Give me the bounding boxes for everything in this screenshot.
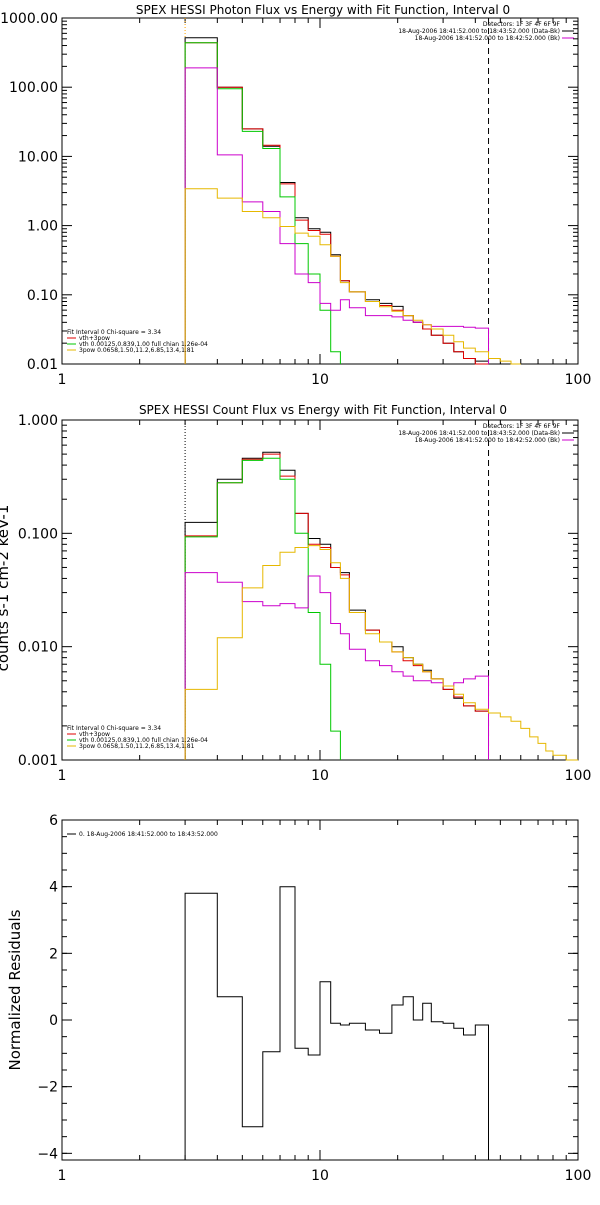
x-tick-label: 10 xyxy=(311,1168,329,1184)
y-tick-label: 0.010 xyxy=(18,640,58,656)
series-line xyxy=(184,457,341,760)
plot-group: 1 10 100 1000.00 100.00 10.00 1.00 0.10 0.01 Dete… xyxy=(0,11,591,388)
legend-entry: vth+3pow xyxy=(79,335,110,342)
x-tick-label: 1 xyxy=(58,1168,67,1184)
legend-entry: 18-Aug-2006 18:41:52.000 to 18:43:52.000… xyxy=(398,430,560,437)
legend-entry: 18-Aug-2006 18:41:52.000 to 18:42:52.000… xyxy=(415,35,560,42)
legend-entry: 3pow 0.0658,1.50,11.2,6.85,13.4,1.81 xyxy=(79,347,195,354)
series-line xyxy=(184,572,489,760)
y-tick-label: 0.001 xyxy=(18,753,58,769)
legend-entry: 18-Aug-2006 18:41:52.000 to 18:42:52.000… xyxy=(415,437,560,444)
x-tick-label: 1 xyxy=(58,372,67,388)
y-tick-label: 100.00 xyxy=(9,80,58,96)
series-line xyxy=(184,42,341,364)
legend-entry: 18-Aug-2006 18:41:52.000 to 18:43:52.000… xyxy=(398,28,560,35)
chart-title: SPEX HESSI Count Flux vs Energy with Fit… xyxy=(139,403,507,417)
y-tick-label: 4 xyxy=(49,880,58,896)
residuals-chart: Normalized Residuals 1 10 100 6 4 2 0 −2 −4 0. 18… xyxy=(6,813,591,1184)
series-line xyxy=(184,67,489,364)
y-tick-label: 0.100 xyxy=(18,526,58,542)
series-line xyxy=(184,37,489,364)
x-tick-label: 100 xyxy=(565,768,592,784)
legend-entry: Detectors: 1F 3F 4F 6F 9F xyxy=(483,423,561,430)
y-tick-label: −4 xyxy=(37,1146,58,1162)
x-tick-label: 100 xyxy=(565,372,592,388)
y-tick-label: 6 xyxy=(49,813,58,829)
y-axis-label: counts s-1 cm-2 keV-1 xyxy=(0,505,12,672)
plot-frame xyxy=(61,17,579,365)
y-tick-label: 1.00 xyxy=(27,219,58,235)
legend-entry: Fit Interval 0 Chi-square = 3.34 xyxy=(67,329,161,336)
photon-flux-chart: SPEX HESSI Photon Flux vs Energy with Fi… xyxy=(0,3,591,388)
y-axis-label: Normalized Residuals xyxy=(6,909,24,1070)
x-tick-label: 10 xyxy=(311,768,329,784)
y-tick-label: 1000.00 xyxy=(0,11,58,27)
series-line xyxy=(184,188,521,365)
legend-entry: 0. 18-Aug-2006 18:41:52.000 to 18:43:52.… xyxy=(79,831,218,838)
x-tick-label: 1 xyxy=(58,768,67,784)
x-tick-label: 100 xyxy=(565,1168,592,1184)
y-tick-label: 1.000 xyxy=(18,413,58,429)
series-line xyxy=(184,451,489,760)
y-tick-label: 10.00 xyxy=(18,149,58,165)
legend-entry: vth 0.00125,0.839,1.00 full chian 1.26e-… xyxy=(79,737,208,744)
series-line xyxy=(184,886,489,1160)
series-line xyxy=(184,42,489,365)
plot-group: 1 10 100 1.000 0.100 0.010 0.001 Detectors: 1F … xyxy=(18,413,591,784)
y-tick-label: 0.01 xyxy=(27,357,58,373)
legend-entry: vth 0.00125,0.839,1.00 full chian 1.26e-… xyxy=(79,341,208,348)
y-tick-label: 2 xyxy=(49,946,58,962)
x-tick-label: 10 xyxy=(311,372,329,388)
legend-entry: vth+3pow xyxy=(79,731,110,738)
series-line xyxy=(184,453,489,760)
y-tick-label: 0.10 xyxy=(27,288,58,304)
y-tick-label: 0 xyxy=(49,1013,58,1029)
count-flux-chart: SPEX HESSI Count Flux vs Energy with Fit… xyxy=(0,403,591,784)
series-line xyxy=(184,545,578,761)
y-tick-label: −2 xyxy=(37,1080,58,1096)
chart-title: SPEX HESSI Photon Flux vs Energy with Fi… xyxy=(136,3,510,17)
plot-group: 1 10 100 6 4 2 0 −2 −4 0. 18-Aug-2006 18:41:52.00… xyxy=(37,813,591,1184)
legend-entry: 3pow 0.0658,1.50,11.2,6.85,13.4,1.81 xyxy=(79,743,195,750)
legend-entry: Fit Interval 0 Chi-square = 3.34 xyxy=(67,725,161,732)
legend-entry: Detectors: 1F 3F 4F 6F 9F xyxy=(483,21,561,28)
